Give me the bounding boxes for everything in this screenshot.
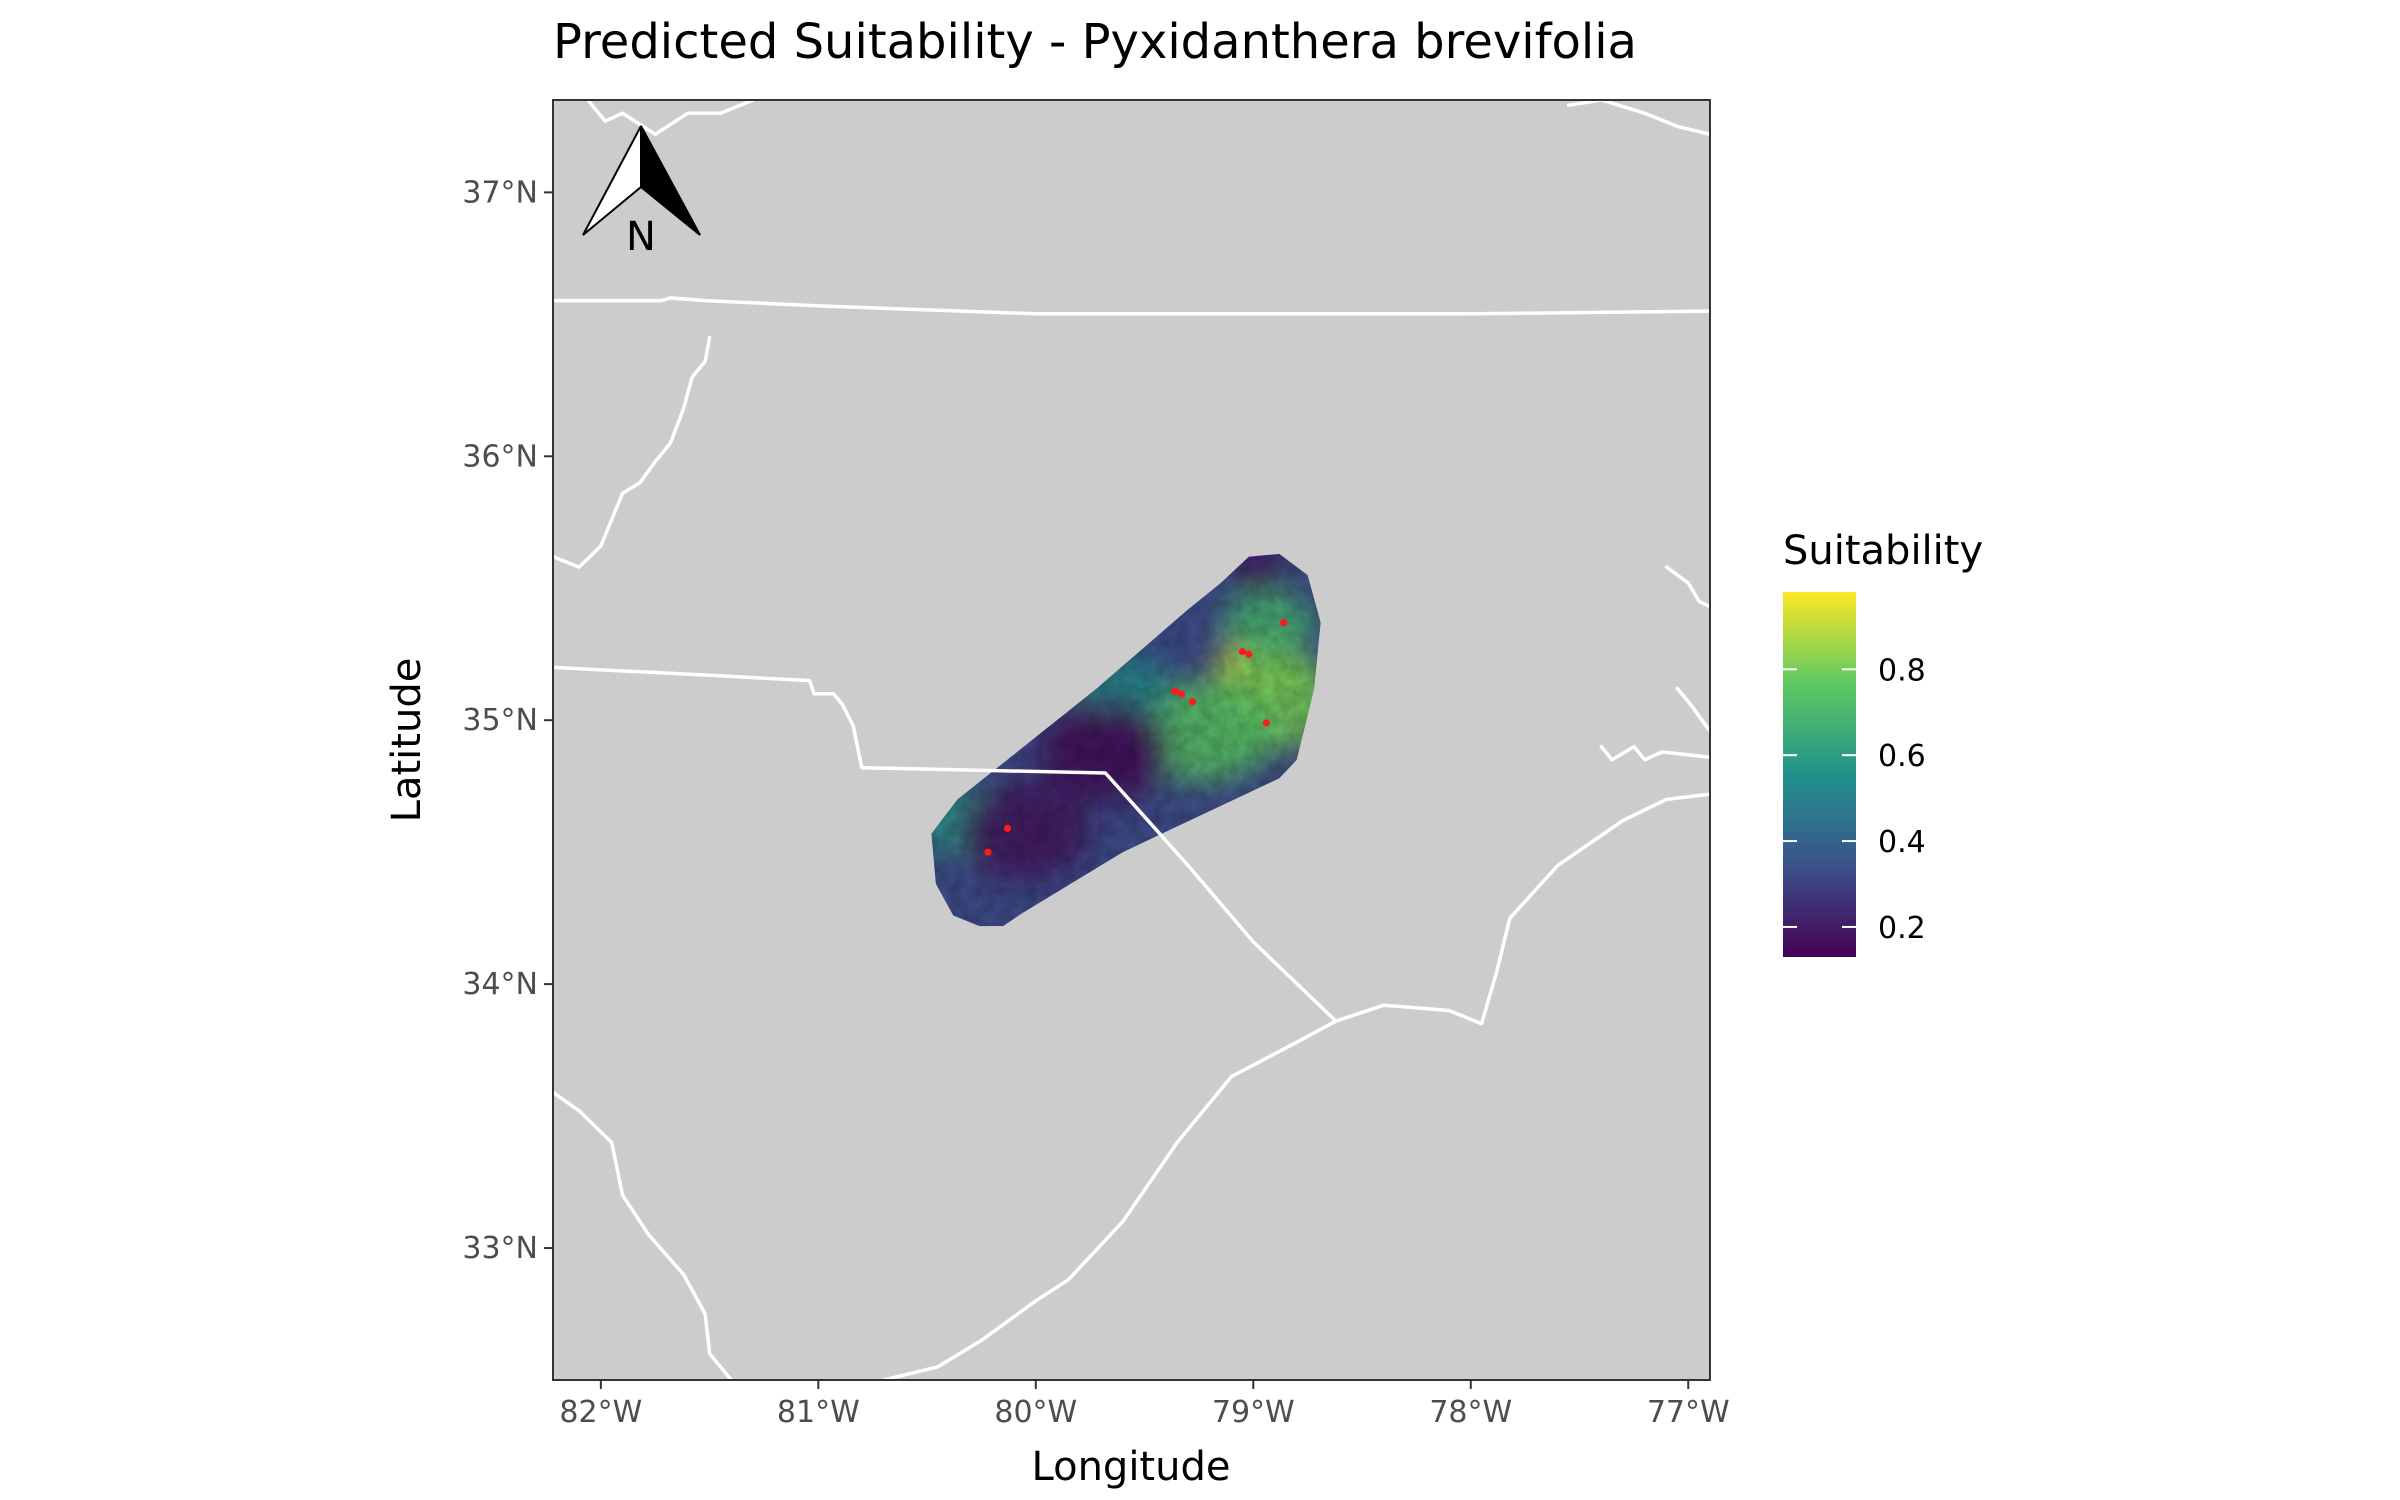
x-tick-label: 79°W — [1212, 1395, 1295, 1430]
legend: Suitability 0.8 0.6 0.4 0.2 — [1783, 528, 1983, 957]
legend-colorbar — [1783, 592, 1856, 957]
y-tick-label: 34°N — [462, 967, 538, 1002]
legend-label: 0.8 — [1878, 653, 1926, 688]
occurrence-point — [1280, 619, 1287, 626]
x-tick-label: 80°W — [994, 1395, 1077, 1430]
north-arrow-label: N — [626, 214, 656, 260]
legend-label: 0.6 — [1878, 739, 1926, 774]
occurrence-point — [1189, 698, 1196, 705]
x-axis-title: Longitude — [1032, 1444, 1231, 1490]
x-tick-label: 77°W — [1647, 1395, 1730, 1430]
y-tick-label: 36°N — [462, 439, 538, 474]
y-axis: 33°N 34°N 35°N 36°N 37°N — [462, 175, 553, 1266]
x-axis: 82°W 81°W 80°W 79°W 78°W 77°W — [559, 1380, 1729, 1430]
occurrence-point — [984, 849, 991, 856]
occurrence-point — [1263, 719, 1270, 726]
legend-title: Suitability — [1783, 528, 1983, 574]
occurrence-point — [1004, 825, 1011, 832]
y-tick-label: 33°N — [462, 1231, 538, 1266]
legend-label: 0.2 — [1878, 911, 1926, 946]
y-tick-label: 37°N — [462, 175, 538, 210]
y-axis-title: Latitude — [384, 658, 430, 823]
occurrence-point — [1245, 651, 1252, 658]
occurrence-point — [1171, 688, 1178, 695]
x-tick-label: 82°W — [559, 1395, 642, 1430]
occurrence-point — [1178, 690, 1185, 697]
plot-title: Predicted Suitability - Pyxidanthera bre… — [553, 14, 1637, 70]
x-tick-label: 78°W — [1429, 1395, 1512, 1430]
y-tick-label: 35°N — [462, 703, 538, 738]
x-tick-label: 81°W — [777, 1395, 860, 1430]
legend-label: 0.4 — [1878, 825, 1926, 860]
occurrence-point — [1239, 648, 1246, 655]
